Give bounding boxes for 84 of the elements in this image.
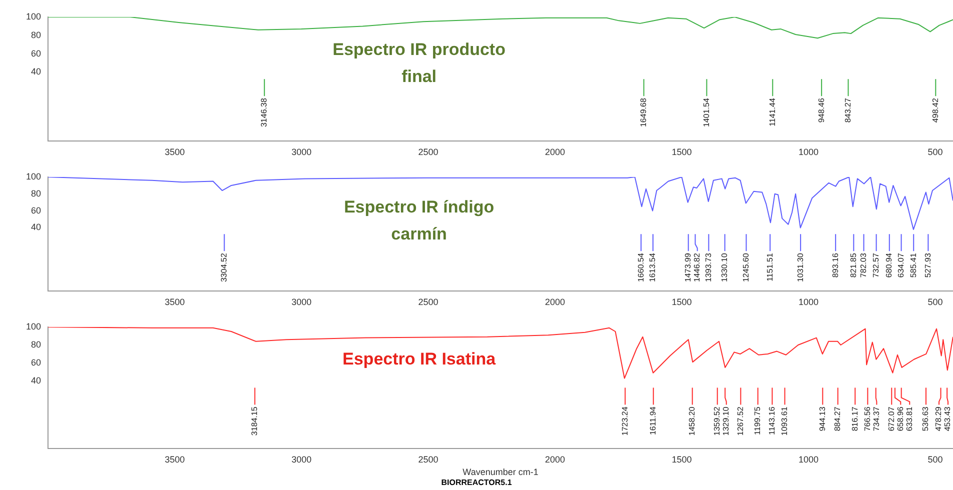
y-tick-label: 100 bbox=[26, 11, 41, 22]
ref-line-label: 3304.52 bbox=[220, 252, 229, 282]
ref-line-label: 1613.54 bbox=[648, 252, 658, 282]
ref-line-label: 782.03 bbox=[858, 252, 868, 278]
ref-line-label: 1245.60 bbox=[741, 252, 750, 282]
y-tick-label: 80 bbox=[30, 339, 41, 350]
y-tick-label: 60 bbox=[30, 48, 41, 58]
ref-line-label: 1031.30 bbox=[796, 252, 805, 282]
x-tick-label: 500 bbox=[928, 454, 943, 464]
text: Espectro IR Isatina bbox=[342, 349, 496, 368]
text: BIORREACTOR5.1 bbox=[440, 478, 513, 487]
ref-line-label: 1151.51 bbox=[765, 252, 774, 282]
y-tick-label: 60 bbox=[30, 205, 41, 216]
y-tick-label: 40 bbox=[30, 66, 41, 77]
ref-line-label: 527.93 bbox=[923, 252, 932, 278]
ref-line-label: 1329.10 bbox=[722, 406, 731, 436]
ref-line-label: 1611.94 bbox=[648, 406, 658, 436]
x-tick-label: 1000 bbox=[798, 454, 819, 464]
ref-line-label: 498.42 bbox=[930, 98, 940, 123]
ref-line-label: 1143.16 bbox=[767, 406, 776, 436]
ref-line-label: 948.46 bbox=[816, 98, 826, 123]
ref-line-label: 734.37 bbox=[872, 406, 881, 432]
ref-line-label: 680.94 bbox=[884, 252, 894, 278]
ref-line-label: 672.07 bbox=[886, 406, 896, 432]
ref-line-label: 1393.73 bbox=[704, 252, 713, 282]
ref-line-label: 1649.68 bbox=[639, 98, 648, 128]
x-tick-label: 3000 bbox=[291, 297, 312, 308]
y-tick-label: 80 bbox=[30, 30, 41, 40]
ref-line-label: 1359.52 bbox=[712, 406, 722, 436]
x-tick-label: 2500 bbox=[418, 147, 438, 158]
ref-line-label: 766.56 bbox=[862, 406, 872, 432]
text: Espectro IR índigo carmín bbox=[344, 198, 494, 244]
x-tick-label: 1500 bbox=[672, 454, 692, 464]
x-tick-label: 3500 bbox=[164, 454, 185, 464]
x-tick-label: 500 bbox=[928, 297, 943, 308]
y-tick-label: 80 bbox=[30, 188, 41, 198]
x-tick-label: 1500 bbox=[672, 297, 692, 308]
ref-line-label: 1093.61 bbox=[780, 406, 789, 436]
ref-line-label: 536.63 bbox=[921, 406, 930, 432]
x-tick-label: 1000 bbox=[798, 147, 819, 158]
x-tick-label: 2000 bbox=[544, 147, 566, 158]
ref-line-label: 884.27 bbox=[833, 406, 842, 432]
x-tick-label: 2000 bbox=[544, 454, 566, 464]
y-tick-label: 100 bbox=[26, 321, 41, 332]
ref-line-label: 944.13 bbox=[818, 406, 827, 432]
x-tick-label: 500 bbox=[928, 147, 943, 158]
ref-line-label: 1723.24 bbox=[620, 406, 630, 436]
ref-line-label: 658.96 bbox=[896, 406, 905, 432]
x-axis-title: Wavenumber cm-1 bbox=[462, 467, 538, 478]
y-tick-label: 40 bbox=[30, 222, 41, 232]
ref-line-label: 1330.10 bbox=[720, 252, 730, 282]
ref-line-label: 3146.38 bbox=[260, 98, 269, 128]
ref-line-label: 1458.20 bbox=[688, 406, 697, 436]
y-tick-label: 100 bbox=[26, 171, 41, 182]
ref-line-label: 843.27 bbox=[843, 98, 852, 123]
x-tick-label: 1000 bbox=[798, 297, 819, 308]
x-tick-label: 3000 bbox=[291, 147, 312, 158]
x-tick-label: 1500 bbox=[672, 147, 692, 158]
x-tick-label: 3000 bbox=[291, 454, 312, 464]
ref-line-label: 585.41 bbox=[908, 252, 918, 278]
ref-line-label: 1401.54 bbox=[702, 98, 711, 128]
ref-line-label: 1199.75 bbox=[753, 406, 762, 436]
x-tick-label: 2500 bbox=[418, 297, 438, 308]
ref-line-label: 816.17 bbox=[850, 406, 860, 432]
x-tick-label: 3500 bbox=[164, 147, 185, 158]
x-tick-label: 2000 bbox=[544, 297, 566, 308]
ref-line-label: 633.81 bbox=[904, 406, 914, 432]
text: Espectro IR producto final bbox=[332, 40, 506, 86]
ref-line-label: 821.85 bbox=[848, 252, 858, 278]
ref-line-label: 3184.15 bbox=[250, 406, 260, 436]
ref-line-label: 478.29 bbox=[934, 406, 944, 432]
ref-line-label: 1141.44 bbox=[768, 98, 777, 126]
y-tick-label: 40 bbox=[30, 375, 41, 386]
ref-line-label: 453.43 bbox=[943, 406, 952, 432]
ref-line-label: 1446.82 bbox=[692, 252, 702, 282]
ref-line-label: 893.16 bbox=[830, 252, 840, 278]
y-tick-label: 60 bbox=[30, 357, 41, 368]
ref-line-label: 1660.54 bbox=[636, 252, 646, 282]
ref-line-label: 1473.99 bbox=[684, 252, 693, 282]
ref-line-label: 732.57 bbox=[872, 252, 880, 278]
x-tick-label: 3500 bbox=[164, 297, 185, 308]
x-tick-label: 2500 bbox=[418, 454, 438, 464]
ref-line-label: 1267.52 bbox=[736, 406, 745, 436]
ref-line-label: 634.07 bbox=[896, 252, 906, 278]
